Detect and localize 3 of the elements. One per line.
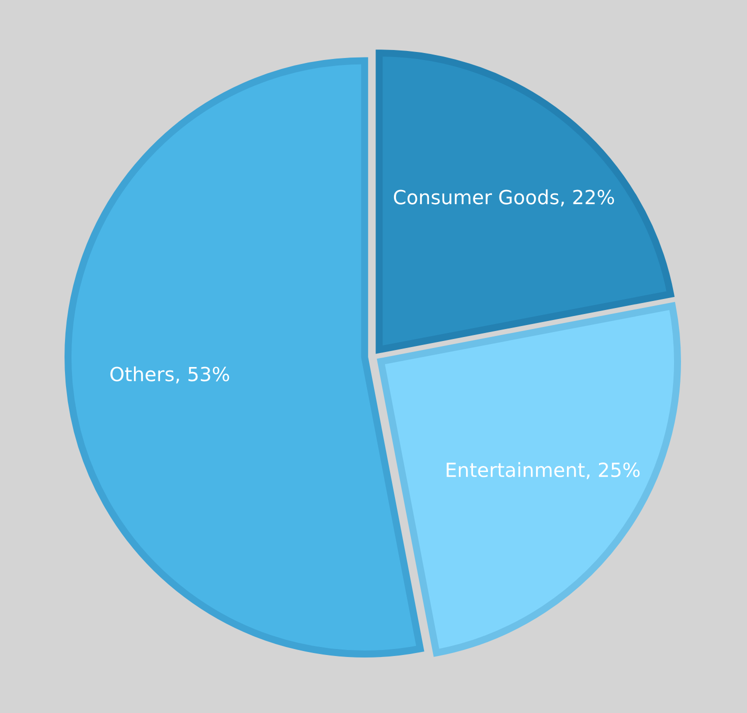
slice-label: Entertainment, 25% [446,462,640,480]
slice-label: Others, 53% [110,366,230,384]
slice-label: Consumer Goods, 22% [394,189,614,206]
